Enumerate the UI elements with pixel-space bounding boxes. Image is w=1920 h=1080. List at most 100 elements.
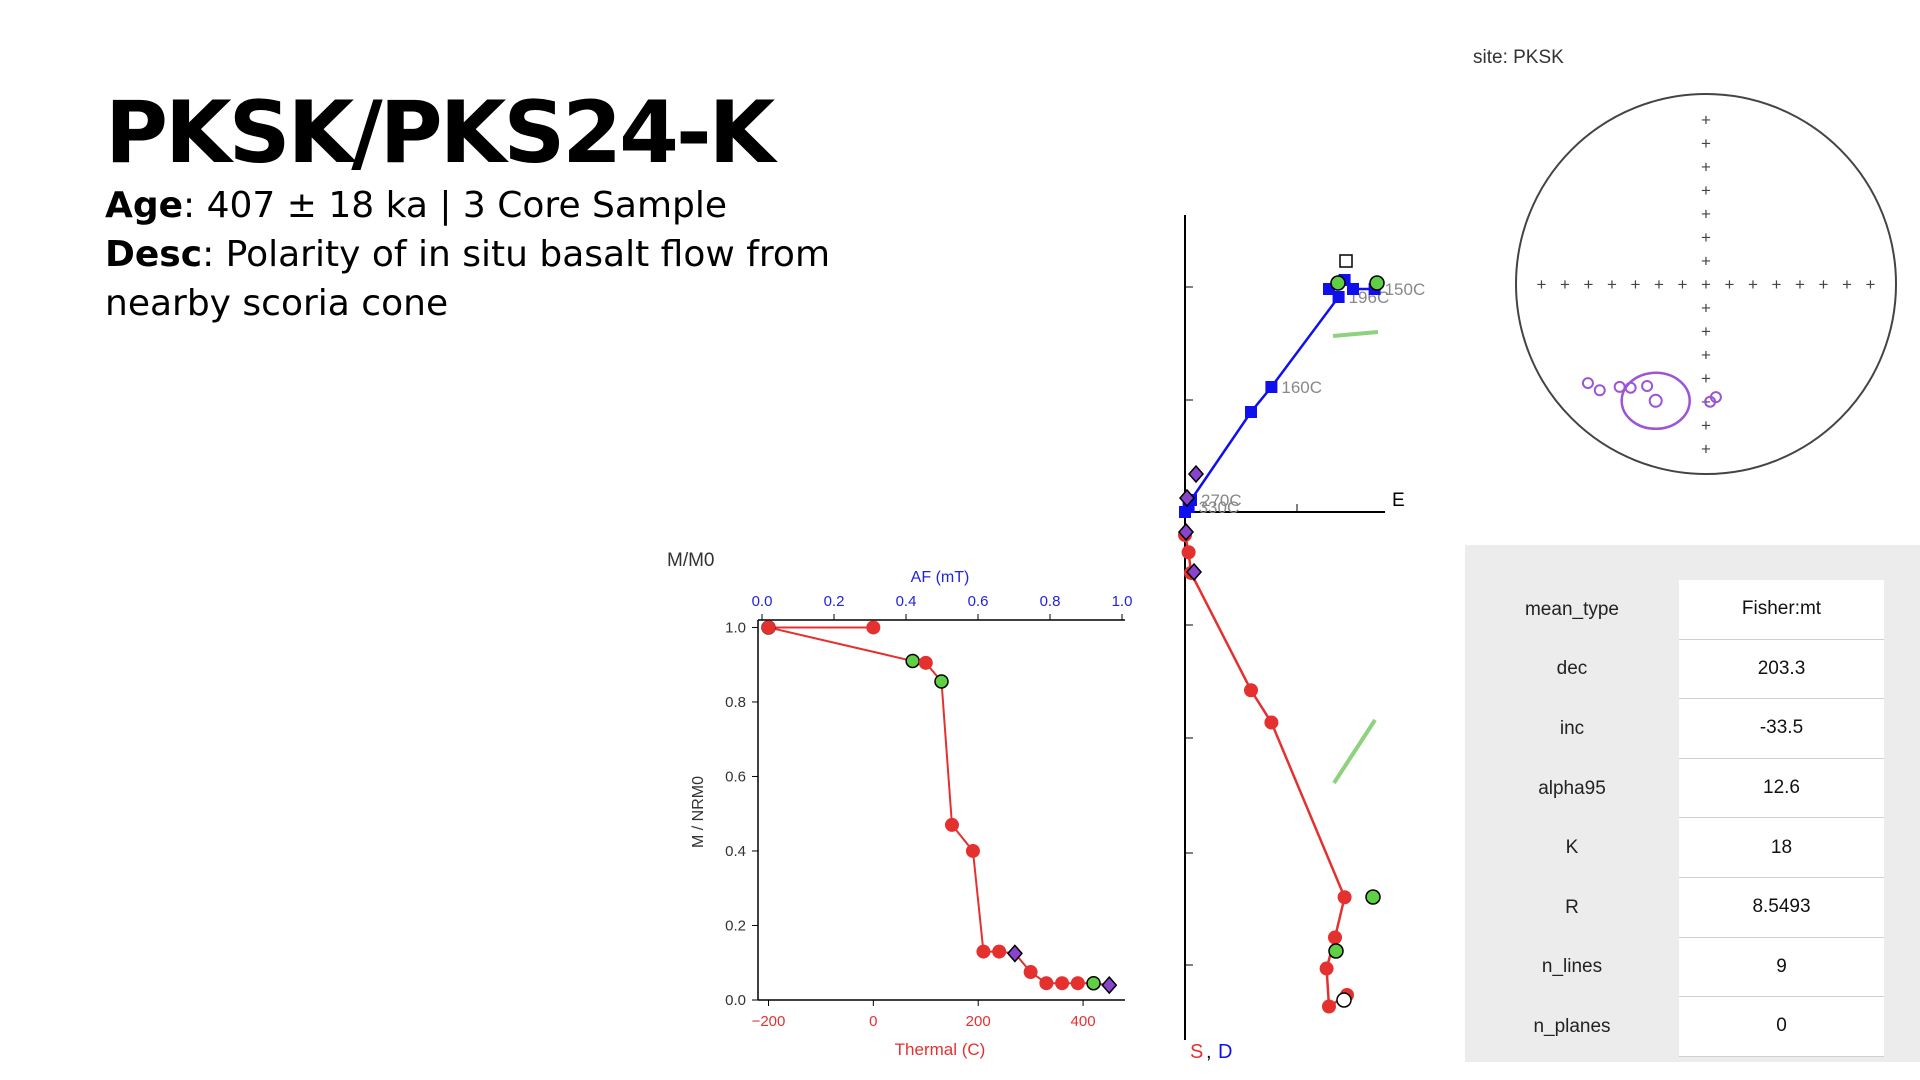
step-label: 330C xyxy=(1199,498,1240,517)
y-tick-label: 0.6 xyxy=(725,768,746,785)
vertical-point-diamond xyxy=(1178,522,1194,542)
horizontal-point-diamond xyxy=(1188,464,1204,484)
mean-point xyxy=(1648,393,1663,408)
stats-value: 203.3 xyxy=(1679,639,1884,700)
data-point xyxy=(918,655,933,670)
stats-row: n_planes 0 xyxy=(1465,997,1884,1057)
age-line: Age: 407 ± 18 ka | 3 Core Sample xyxy=(105,181,965,230)
x-tick-label: 200 xyxy=(966,1013,991,1030)
grid-cross: + xyxy=(1701,181,1711,200)
y-tick-label: 0.4 xyxy=(725,843,746,860)
grid-cross: + xyxy=(1560,275,1570,294)
x2-tick-label: 0.8 xyxy=(1040,593,1061,610)
grid-cross: + xyxy=(1537,275,1547,294)
vertical-point-green xyxy=(1365,889,1381,905)
stats-value: Fisher:mt xyxy=(1679,580,1884,640)
x2-tick-label: 0.0 xyxy=(752,593,773,610)
alpha95-ellipse xyxy=(1620,371,1691,431)
desc-line: Desc: Polarity of in situ basalt flow fr… xyxy=(105,230,965,328)
stats-table: mean_type Fisher:mt dec 203.3 inc -33.5 alpha9… xyxy=(1465,580,1884,1057)
stats-key: dec xyxy=(1556,658,1588,680)
vertical-point-diamond xyxy=(1186,562,1202,582)
grid-cross: + xyxy=(1701,346,1711,365)
vertical-point-green xyxy=(1328,943,1344,959)
age-value: : 407 ± 18 ka | 3 Core Sample xyxy=(183,185,728,226)
x2-tick-label: 1.0 xyxy=(1112,593,1133,610)
vertical-point xyxy=(1328,930,1342,945)
grid-cross: + xyxy=(1701,416,1711,435)
data-point xyxy=(965,843,980,858)
grid-cross: + xyxy=(1701,205,1711,224)
vertical-point xyxy=(1319,961,1334,976)
data-point xyxy=(1023,965,1038,980)
horizontal-point-diamond xyxy=(1179,488,1195,508)
stats-row: alpha95 12.6 xyxy=(1465,758,1884,819)
stats-row: dec 203.3 xyxy=(1465,639,1884,700)
data-point-upper xyxy=(1709,391,1722,404)
horizontal-projection-line xyxy=(1183,278,1375,513)
horizontal-point xyxy=(1245,406,1257,418)
y-tick-label: 0.8 xyxy=(725,694,746,711)
grid-cross: + xyxy=(1654,275,1664,294)
stats-value: 12.6 xyxy=(1679,758,1884,819)
grid-cross: + xyxy=(1701,252,1711,271)
stats-value: -33.5 xyxy=(1679,699,1884,759)
grid-cross: + xyxy=(1701,275,1711,294)
data-point-diamond xyxy=(1006,944,1023,963)
data-point xyxy=(976,944,991,959)
equal-area-title: site: PKSK xyxy=(1473,47,1564,68)
grid-cross: + xyxy=(1701,299,1711,318)
data-point xyxy=(866,620,881,635)
vertical-fit-line xyxy=(1332,718,1377,785)
stats-row: inc -33.5 xyxy=(1465,699,1884,759)
zij-down-label: D xyxy=(1218,1041,1232,1063)
grid-cross: + xyxy=(1678,275,1688,294)
data-point xyxy=(944,817,959,832)
stats-value: 8.5493 xyxy=(1679,877,1884,938)
x2-tick-label: 0.2 xyxy=(824,593,845,610)
grid-cross: + xyxy=(1866,275,1876,294)
horizontal-point xyxy=(1347,283,1359,295)
grid-cross: + xyxy=(1795,275,1805,294)
zij-comma: , xyxy=(1206,1041,1212,1063)
stats-value: 9 xyxy=(1679,937,1884,998)
vertical-point xyxy=(1264,715,1279,730)
horizontal-point-open xyxy=(1339,254,1353,268)
vertical-point xyxy=(1181,545,1196,560)
data-point xyxy=(1039,976,1054,991)
grid-cross: + xyxy=(1819,275,1829,294)
horizontal-point-green xyxy=(1330,275,1346,291)
data-point-green xyxy=(1086,975,1101,991)
data-point-upper xyxy=(1581,377,1594,390)
zij-south-label: S xyxy=(1190,1041,1203,1063)
header: PKSK/PKS24-K Age: 407 ± 18 ka | 3 Core S… xyxy=(105,90,965,328)
stats-row: n_lines 9 xyxy=(1465,937,1884,998)
stats-key: mean_type xyxy=(1524,598,1619,620)
grid-cross: + xyxy=(1725,275,1735,294)
desc-label: Desc xyxy=(105,234,203,275)
grid-cross: + xyxy=(1772,275,1782,294)
stats-row: mean_type Fisher:mt xyxy=(1465,580,1884,640)
page-title: PKSK/PKS24-K xyxy=(105,83,775,183)
desc-value: : Polarity of in situ basalt flow from n… xyxy=(105,234,831,324)
stats-key: K xyxy=(1565,837,1579,859)
step-label: 150C xyxy=(1385,280,1426,299)
stats-value: 0 xyxy=(1679,997,1884,1057)
grid-cross: + xyxy=(1701,440,1711,459)
vertical-point xyxy=(1244,683,1258,698)
horizontal-point-green xyxy=(1369,275,1385,291)
vertical-point xyxy=(1337,890,1352,905)
stats-row: K 18 xyxy=(1465,818,1884,878)
stats-row: R 8.5493 xyxy=(1465,877,1884,938)
data-point-upper xyxy=(1593,384,1606,397)
stats-value: 18 xyxy=(1679,818,1884,878)
grid-cross: + xyxy=(1701,322,1711,341)
horizontal-point xyxy=(1332,291,1345,303)
data-point xyxy=(1055,976,1070,991)
chart-title: M/M0 xyxy=(667,550,715,571)
grid-cross: + xyxy=(1701,111,1711,130)
grid-cross: + xyxy=(1701,158,1711,177)
y-label: M / NRM0 xyxy=(690,776,707,848)
grid-cross: + xyxy=(1631,275,1641,294)
